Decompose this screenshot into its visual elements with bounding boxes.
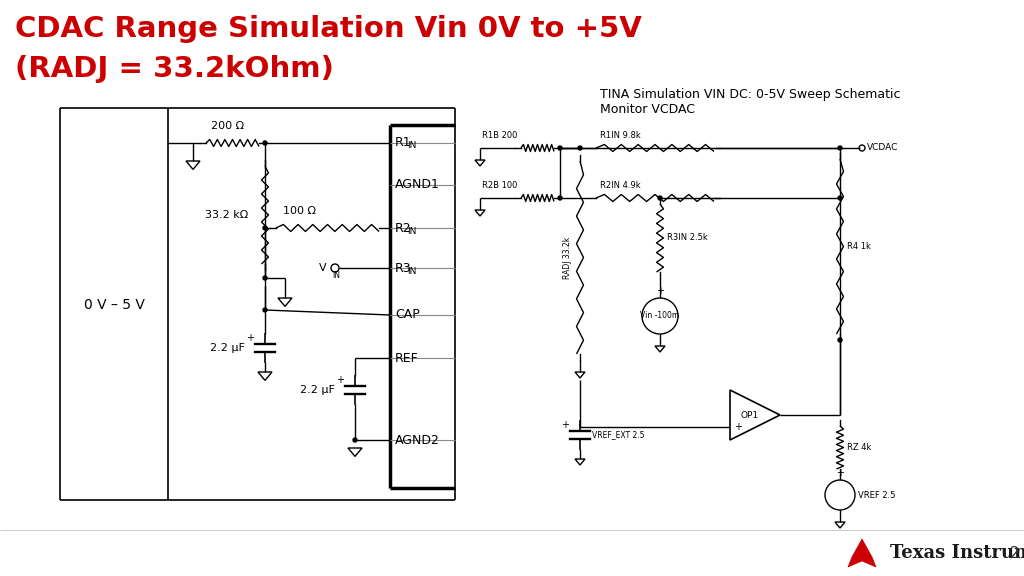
Text: 2: 2 — [1011, 545, 1020, 560]
Text: VREF_EXT 2.5: VREF_EXT 2.5 — [592, 430, 644, 439]
Text: IN: IN — [408, 142, 417, 150]
Text: RZ 4k: RZ 4k — [847, 443, 871, 452]
Text: Texas Instruments: Texas Instruments — [890, 544, 1024, 562]
Text: 2.2 μF: 2.2 μF — [300, 385, 335, 395]
Text: +: + — [734, 422, 742, 432]
Text: 200 Ω: 200 Ω — [211, 121, 245, 131]
Text: IN: IN — [332, 271, 340, 280]
Text: R1IN 9.8k: R1IN 9.8k — [600, 131, 641, 140]
Text: VREF 2.5: VREF 2.5 — [858, 491, 896, 499]
Text: V: V — [319, 263, 327, 273]
Circle shape — [838, 196, 842, 200]
Text: +: + — [561, 420, 569, 430]
Circle shape — [558, 196, 562, 200]
Text: OP1: OP1 — [741, 411, 759, 419]
Circle shape — [263, 226, 267, 230]
Circle shape — [838, 146, 842, 150]
Circle shape — [263, 276, 267, 280]
Text: 2.2 μF: 2.2 μF — [210, 343, 245, 353]
Circle shape — [353, 438, 357, 442]
Text: 0 V – 5 V: 0 V – 5 V — [84, 298, 144, 312]
Text: REF: REF — [395, 351, 419, 365]
Text: AGND1: AGND1 — [395, 179, 440, 191]
Circle shape — [578, 146, 582, 150]
Text: +: + — [246, 333, 254, 343]
Circle shape — [558, 146, 562, 150]
Text: 33.2 kΩ: 33.2 kΩ — [206, 210, 249, 220]
Text: +: + — [336, 375, 344, 385]
Text: R2B 100: R2B 100 — [482, 181, 517, 190]
Text: R1B 200: R1B 200 — [482, 131, 517, 140]
Text: AGND2: AGND2 — [395, 434, 440, 446]
Text: CDAC Range Simulation Vin 0V to +5V: CDAC Range Simulation Vin 0V to +5V — [15, 15, 642, 43]
Text: VCDAC: VCDAC — [867, 143, 898, 153]
Text: TINA Simulation VIN DC: 0-5V Sweep Schematic: TINA Simulation VIN DC: 0-5V Sweep Schem… — [600, 88, 900, 101]
Text: RADJ 33.2k: RADJ 33.2k — [563, 236, 572, 279]
Text: R3IN 2.5k: R3IN 2.5k — [667, 233, 708, 242]
Text: R4 1k: R4 1k — [847, 242, 870, 251]
Text: R2IN 4.9k: R2IN 4.9k — [600, 181, 641, 190]
Text: R1: R1 — [395, 137, 412, 150]
Text: R3: R3 — [395, 262, 412, 275]
Text: +: + — [656, 286, 664, 296]
Text: (RADJ = 33.2kOhm): (RADJ = 33.2kOhm) — [15, 55, 334, 83]
Text: R2: R2 — [395, 222, 412, 234]
Text: IN: IN — [408, 226, 417, 236]
Text: CAP: CAP — [395, 309, 420, 321]
Circle shape — [658, 196, 662, 200]
Circle shape — [263, 141, 267, 145]
Text: +: + — [836, 468, 844, 478]
Text: 100 Ω: 100 Ω — [283, 206, 316, 216]
Circle shape — [263, 308, 267, 312]
Text: IN: IN — [408, 267, 417, 275]
Text: Vin -100m: Vin -100m — [640, 312, 680, 320]
Circle shape — [838, 338, 842, 342]
Polygon shape — [848, 539, 876, 567]
Text: Monitor VCDAC: Monitor VCDAC — [600, 103, 695, 116]
